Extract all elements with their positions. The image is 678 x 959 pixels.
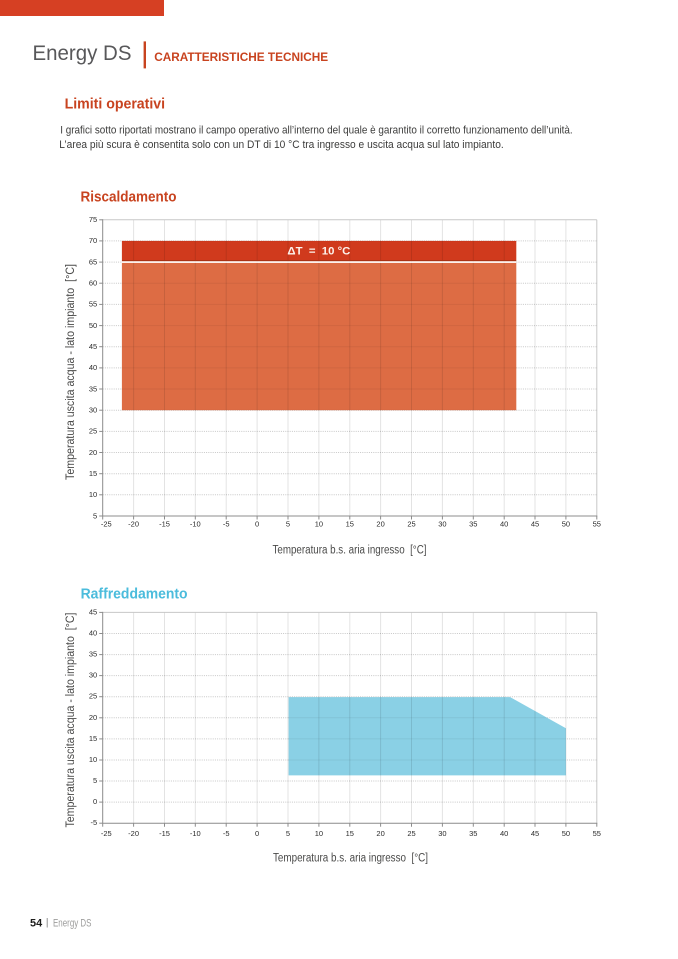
svg-text:15: 15 (89, 734, 97, 743)
svg-text:20: 20 (89, 713, 97, 722)
svg-text:30: 30 (89, 671, 97, 680)
svg-text:5: 5 (93, 776, 97, 785)
svg-text:55: 55 (593, 829, 601, 838)
svg-text:30: 30 (438, 829, 446, 838)
svg-text:Riscaldamento: Riscaldamento (81, 189, 177, 205)
svg-text:55: 55 (89, 300, 97, 309)
svg-text:15: 15 (89, 469, 97, 478)
svg-text:45: 45 (89, 342, 97, 351)
svg-text:75: 75 (89, 215, 97, 224)
svg-text:L’area più scura è consentita: L’area più scura è consentita solo con u… (59, 139, 503, 151)
svg-text:20: 20 (376, 520, 384, 529)
svg-text:50: 50 (562, 520, 570, 529)
svg-text:25: 25 (89, 427, 97, 436)
svg-text:5: 5 (93, 511, 97, 520)
svg-text:55: 55 (593, 520, 601, 529)
svg-text:Temperatura b.s. aria ingresso: Temperatura b.s. aria ingresso [°C] (273, 545, 427, 557)
svg-text:15: 15 (346, 520, 354, 529)
svg-text:-25: -25 (101, 520, 112, 529)
svg-text:40: 40 (500, 520, 508, 529)
svg-text:45: 45 (89, 607, 97, 616)
svg-text:-10: -10 (190, 520, 201, 529)
svg-text:-10: -10 (190, 829, 201, 838)
svg-text:ΔT = 10 °C: ΔT = 10 °C (287, 245, 350, 257)
svg-text:-20: -20 (128, 520, 139, 529)
svg-text:35: 35 (89, 384, 97, 393)
svg-text:0: 0 (255, 829, 259, 838)
svg-text:10: 10 (315, 520, 323, 529)
svg-text:Energy DS: Energy DS (33, 41, 132, 65)
svg-text:Temperatura uscita acqua - lat: Temperatura uscita acqua - lato impianto… (65, 264, 77, 480)
svg-text:40: 40 (89, 363, 97, 372)
svg-text:Temperatura b.s. aria ingresso: Temperatura b.s. aria ingresso [°C] (273, 853, 428, 865)
svg-text:54: 54 (30, 918, 43, 930)
svg-text:5: 5 (286, 520, 290, 529)
svg-text:65: 65 (89, 257, 97, 266)
svg-text:25: 25 (407, 520, 415, 529)
svg-text:-5: -5 (223, 520, 230, 529)
svg-text:50: 50 (89, 321, 97, 330)
svg-text:35: 35 (469, 829, 477, 838)
svg-text:25: 25 (89, 692, 97, 701)
svg-text:40: 40 (500, 829, 508, 838)
svg-text:-15: -15 (159, 520, 170, 529)
svg-text:35: 35 (469, 520, 477, 529)
svg-text:-5: -5 (223, 829, 230, 838)
svg-text:Energy DS: Energy DS (53, 918, 92, 930)
svg-text:-25: -25 (101, 829, 112, 838)
svg-text:Raffreddamento: Raffreddamento (81, 587, 188, 603)
svg-text:25: 25 (407, 829, 415, 838)
svg-text:45: 45 (531, 520, 539, 529)
svg-text:I grafici sotto riportati most: I grafici sotto riportati mostrano il ca… (60, 125, 573, 137)
svg-text:-20: -20 (128, 829, 139, 838)
svg-text:60: 60 (89, 279, 97, 288)
svg-text:15: 15 (346, 829, 354, 838)
svg-text:30: 30 (438, 520, 446, 529)
svg-text:40: 40 (89, 629, 97, 638)
svg-text:50: 50 (562, 829, 570, 838)
svg-text:45: 45 (531, 829, 539, 838)
svg-text:CARATTERISTICHE TECNICHE: CARATTERISTICHE TECNICHE (154, 50, 328, 64)
svg-text:Limiti operativi: Limiti operativi (65, 96, 166, 112)
svg-text:20: 20 (89, 448, 97, 457)
svg-text:10: 10 (89, 490, 97, 499)
svg-text:5: 5 (286, 829, 290, 838)
svg-text:-5: -5 (91, 818, 98, 827)
svg-text:70: 70 (89, 236, 97, 245)
svg-text:0: 0 (255, 520, 259, 529)
svg-text:30: 30 (89, 406, 97, 415)
svg-text:0: 0 (93, 797, 97, 806)
svg-text:35: 35 (89, 650, 97, 659)
svg-text:Temperatura uscita acqua - lat: Temperatura uscita acqua - lato impianto… (65, 613, 77, 828)
svg-text:10: 10 (315, 829, 323, 838)
svg-text:10: 10 (89, 755, 97, 764)
svg-text:-15: -15 (159, 829, 170, 838)
svg-text:20: 20 (376, 829, 384, 838)
